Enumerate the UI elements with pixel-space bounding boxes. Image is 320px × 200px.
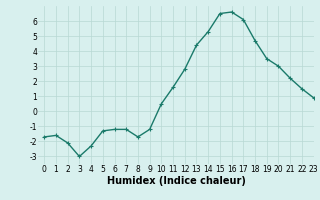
X-axis label: Humidex (Indice chaleur): Humidex (Indice chaleur) [107, 176, 245, 186]
